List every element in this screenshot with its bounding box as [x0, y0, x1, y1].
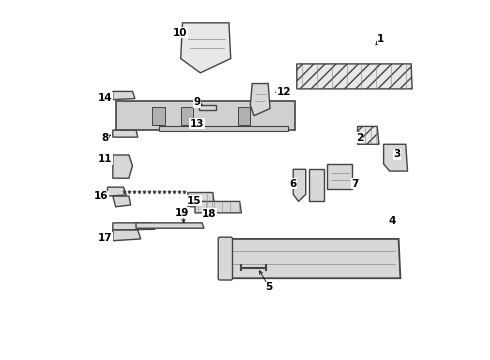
Polygon shape	[384, 144, 408, 171]
Polygon shape	[181, 23, 231, 73]
Text: 5: 5	[266, 282, 273, 292]
Polygon shape	[297, 64, 412, 89]
Text: 17: 17	[98, 233, 112, 243]
Polygon shape	[220, 239, 400, 278]
Polygon shape	[188, 193, 215, 207]
Polygon shape	[309, 169, 323, 202]
Text: 1: 1	[377, 34, 384, 44]
Text: 3: 3	[393, 149, 400, 159]
Polygon shape	[250, 84, 270, 116]
Polygon shape	[195, 202, 242, 213]
Polygon shape	[358, 126, 379, 144]
FancyBboxPatch shape	[181, 107, 193, 125]
Text: 12: 12	[276, 87, 291, 98]
Text: 8: 8	[101, 133, 109, 143]
Text: 14: 14	[98, 93, 112, 103]
FancyBboxPatch shape	[152, 107, 165, 125]
Polygon shape	[327, 164, 352, 189]
FancyBboxPatch shape	[238, 107, 250, 125]
Text: 15: 15	[187, 196, 201, 206]
Polygon shape	[113, 130, 138, 137]
Text: 6: 6	[289, 179, 296, 189]
Polygon shape	[107, 187, 126, 196]
Polygon shape	[113, 230, 141, 241]
Polygon shape	[198, 105, 217, 111]
Polygon shape	[113, 196, 131, 207]
Text: 11: 11	[98, 154, 112, 164]
Text: 13: 13	[190, 118, 204, 129]
Polygon shape	[113, 155, 132, 178]
Text: 18: 18	[202, 209, 217, 219]
Polygon shape	[113, 91, 135, 100]
Polygon shape	[117, 102, 295, 130]
Text: 19: 19	[175, 208, 190, 218]
FancyBboxPatch shape	[218, 237, 232, 280]
Polygon shape	[293, 169, 306, 202]
Polygon shape	[136, 223, 204, 228]
Text: 2: 2	[356, 133, 363, 143]
Text: 10: 10	[173, 28, 187, 38]
Text: 4: 4	[389, 216, 396, 226]
Text: 16: 16	[94, 191, 108, 201]
Polygon shape	[159, 126, 288, 131]
Text: 9: 9	[193, 97, 200, 107]
Polygon shape	[113, 223, 155, 230]
Text: 7: 7	[351, 179, 359, 189]
